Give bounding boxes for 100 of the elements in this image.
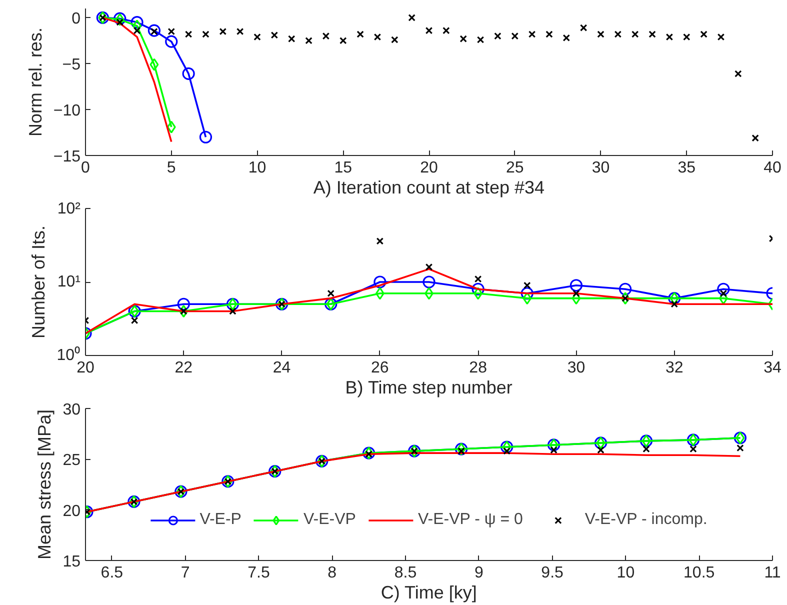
point	[130, 316, 138, 324]
point	[229, 308, 236, 315]
x-tick-label: 8.5	[394, 564, 417, 582]
point	[597, 446, 604, 454]
y-tick-label: 25	[62, 452, 81, 470]
point	[520, 287, 534, 300]
point	[184, 30, 192, 38]
point	[288, 35, 296, 42]
point	[177, 298, 190, 310]
x-tick-label: 32	[665, 360, 684, 376]
point	[474, 275, 482, 283]
x-tick-label: 11	[764, 564, 781, 582]
point	[130, 16, 144, 29]
point	[460, 35, 467, 42]
point	[133, 26, 141, 34]
point	[376, 237, 384, 245]
point	[528, 30, 536, 38]
y-axis-title: Norm rel. res.	[25, 27, 46, 137]
x-tick-label: 24	[272, 360, 291, 376]
point	[736, 444, 744, 452]
point	[322, 32, 330, 40]
point	[356, 30, 364, 38]
point	[597, 30, 604, 38]
x-tick-label: 7.5	[248, 564, 270, 582]
point	[614, 30, 622, 38]
point	[717, 33, 725, 41]
point	[165, 35, 178, 48]
point	[179, 304, 188, 318]
y-tick-label: 0	[72, 10, 81, 28]
point	[391, 36, 398, 44]
x-tick-label: 26	[371, 360, 389, 376]
point	[150, 58, 159, 71]
legend-label: V-E-VP - ψ = 0	[418, 511, 523, 529]
x-tick-label: 9	[474, 564, 484, 582]
point	[631, 30, 639, 38]
x-axis-title: B) Time step number	[345, 378, 512, 398]
point	[202, 30, 210, 38]
point	[717, 282, 730, 296]
y-tick-label: −10	[53, 102, 81, 120]
x-tick-label: 40	[764, 160, 782, 176]
y-axis-title: Number of Its.	[28, 225, 49, 339]
point	[511, 32, 519, 40]
y-tick-label: 30	[62, 402, 81, 418]
y-tick-label: 15	[62, 554, 81, 570]
point	[425, 263, 433, 271]
point	[562, 34, 570, 42]
y-tick-label: 20	[62, 502, 81, 520]
point	[524, 282, 531, 289]
point	[546, 30, 553, 38]
point	[522, 292, 532, 305]
y-axis-title: Mean stress [MPa]	[34, 409, 55, 560]
point	[374, 33, 382, 41]
point	[620, 292, 630, 305]
x-tick-label: 22	[174, 360, 193, 376]
point	[572, 290, 580, 298]
x-tick-label: 8	[328, 564, 337, 582]
point	[472, 282, 484, 296]
point	[199, 130, 212, 144]
point	[166, 120, 176, 134]
x-tick-label: 34	[764, 360, 782, 376]
x-tick-label: 10.5	[684, 564, 715, 582]
x-tick-label: 30	[592, 160, 610, 176]
x-tick-label: 6.5	[100, 564, 124, 582]
point	[254, 33, 261, 41]
point	[642, 445, 650, 453]
point	[718, 292, 728, 305]
x-tick-label: 10	[248, 160, 266, 176]
point	[168, 28, 176, 36]
point	[690, 445, 697, 453]
point	[648, 30, 656, 38]
point	[148, 24, 160, 37]
x-tick-label: 28	[469, 360, 488, 376]
point	[752, 134, 759, 142]
point	[375, 287, 384, 300]
point	[700, 30, 708, 38]
x-tick-label: 20	[76, 360, 94, 376]
point	[339, 37, 347, 44]
point	[682, 33, 690, 41]
point	[408, 14, 416, 22]
x-tick-label: 10	[616, 564, 635, 582]
legend-label: V-E-P	[200, 511, 242, 529]
x-tick-label: 25	[506, 160, 524, 176]
legend-label: V-E-VP - incomp.	[584, 511, 708, 529]
point	[720, 290, 728, 298]
point	[305, 37, 312, 44]
point	[425, 26, 433, 34]
point	[734, 70, 742, 78]
x-tick-label: 5	[166, 160, 176, 176]
point	[618, 282, 632, 296]
point	[494, 32, 502, 40]
y-tick-label: −5	[62, 56, 81, 74]
y-tick-label: 10²	[57, 200, 82, 218]
point	[503, 447, 510, 455]
y-tick-label: −15	[53, 148, 81, 166]
point	[666, 33, 674, 41]
x-tick-label: 20	[420, 160, 438, 176]
x-tick-label: 35	[678, 160, 696, 176]
x-axis-title: C) Time [ky]	[380, 582, 477, 602]
point	[474, 287, 483, 300]
x-axis-title: A) Iteration count at step #34	[313, 178, 545, 198]
